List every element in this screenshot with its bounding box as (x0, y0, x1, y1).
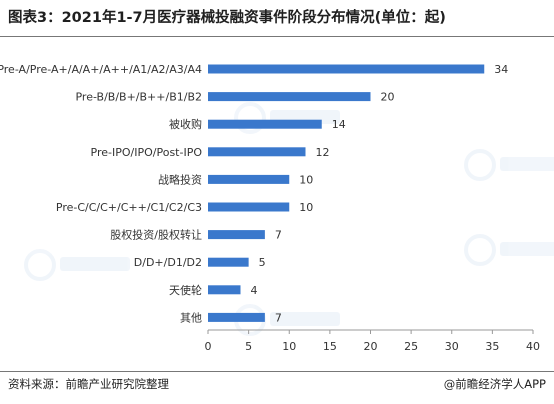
watermark-ring (234, 102, 266, 134)
watermark-logo (464, 234, 554, 266)
category-label: Pre-B/B/B+/B++/B1/B2 (75, 91, 202, 104)
category-labels-group: Pre-A/Pre-A+/A/A+/A++/A1/A2/A3/A4 Pre-B/B… (0, 63, 202, 324)
data-label: 7 (275, 311, 282, 324)
value-labels-group: 34 20 14 12 10 10 7 5 4 7 (251, 63, 509, 324)
bar-chart: Pre-A/Pre-A+/A/A+/A++/A1/A2/A3/A4 Pre-B/B… (0, 63, 554, 353)
data-label: 7 (275, 229, 282, 242)
bar (208, 257, 249, 267)
bar (208, 230, 265, 240)
category-label: D/D+/D1/D2 (134, 256, 202, 269)
watermark-ring (464, 234, 496, 266)
category-label: 股权投资/股权转让 (110, 228, 202, 242)
watermark-band (500, 157, 554, 171)
category-label: 被收购 (169, 117, 202, 131)
watermark-ring (464, 149, 496, 181)
data-label: 12 (316, 146, 330, 159)
x-tick-label: 25 (404, 340, 418, 353)
x-tick-label: 10 (282, 340, 296, 353)
x-tick-label: 5 (245, 340, 252, 353)
bar (208, 312, 265, 322)
x-tick-label: 35 (485, 340, 499, 353)
bars-group (208, 64, 485, 322)
brand-credit: @前瞻经济学人APP (443, 377, 546, 391)
bar (208, 174, 290, 184)
watermark-band (270, 312, 340, 326)
category-label: Pre-C/C/C+/C++/C1/C2/C3 (56, 201, 202, 214)
footer-divider (0, 371, 554, 372)
watermark-logo (24, 249, 130, 281)
x-tick-label: 40 (526, 340, 540, 353)
data-label: 10 (299, 173, 313, 186)
x-tick-label: 30 (445, 340, 459, 353)
bar (208, 202, 290, 212)
data-label: 10 (299, 201, 313, 214)
data-label: 4 (251, 284, 258, 297)
watermark-ring (24, 249, 56, 281)
x-tick-label: 20 (364, 340, 378, 353)
data-label: 14 (332, 118, 346, 131)
data-label: 20 (381, 91, 395, 104)
watermark-group (24, 102, 554, 336)
category-label: 战略投资 (158, 172, 202, 186)
bar (208, 119, 322, 129)
watermark-band (500, 242, 554, 256)
watermark-logo (464, 149, 554, 181)
chart-title: 图表3：2021年1-7月医疗器械投融资事件阶段分布情况(单位：起) (8, 10, 446, 26)
data-label: 34 (494, 63, 508, 76)
x-tick-label: 0 (205, 340, 212, 353)
bar (208, 147, 306, 157)
bar (208, 92, 371, 102)
watermark-band (60, 257, 130, 271)
data-label: 5 (259, 256, 266, 269)
x-tick-label: 15 (323, 340, 337, 353)
category-label: Pre-IPO/IPO/Post-IPO (91, 146, 203, 159)
category-label: Pre-A/Pre-A+/A/A+/A++/A1/A2/A3/A4 (0, 63, 202, 76)
bar (208, 64, 485, 74)
category-label: 其他 (180, 311, 202, 324)
x-axis: 0 5 10 15 20 25 30 35 40 (205, 329, 540, 353)
title-divider (0, 36, 554, 37)
bar (208, 285, 241, 295)
category-label: 天使轮 (169, 283, 202, 297)
source-note: 资料来源：前瞻产业研究院整理 (8, 377, 169, 391)
